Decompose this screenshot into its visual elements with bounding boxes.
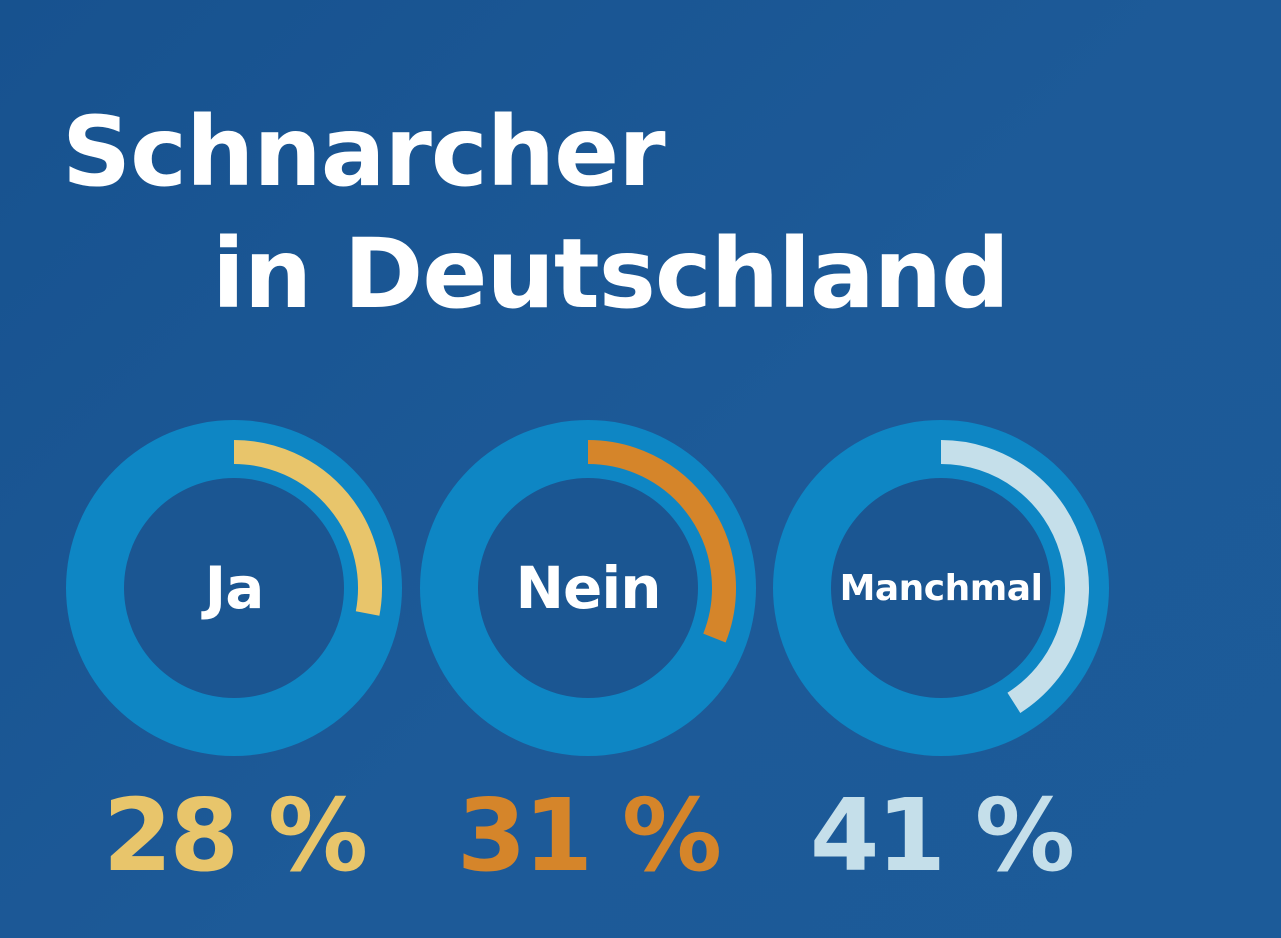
chart-title-line-2: in Deutschland bbox=[212, 218, 1010, 330]
donut-nein-svg bbox=[420, 420, 756, 756]
donut-ja: Ja bbox=[66, 420, 402, 756]
donut-manchmal-label: Manchmal bbox=[839, 567, 1043, 609]
donut-nein-arc bbox=[587, 440, 736, 643]
donut-ja-label: Ja bbox=[204, 554, 265, 622]
donut-nein-label: Nein bbox=[515, 554, 661, 622]
donut-ja-inner-disc bbox=[124, 478, 344, 698]
donut-nein-inner-disc bbox=[478, 478, 698, 698]
donut-manchmal-inner-disc bbox=[831, 478, 1051, 698]
percent-nein-label: 31 % bbox=[456, 777, 722, 894]
donut-ja-arc bbox=[233, 440, 382, 616]
donut-manchmal-arc bbox=[940, 440, 1089, 713]
percent-ja-label: 28 % bbox=[102, 777, 368, 894]
donut-manchmal: Manchmal bbox=[773, 420, 1109, 756]
chart-title-line-1: Schnarcher bbox=[62, 96, 666, 208]
percent-manchmal-label: 41 % bbox=[809, 777, 1075, 894]
donut-ja-svg bbox=[66, 420, 402, 756]
donut-manchmal-svg bbox=[773, 420, 1109, 756]
donut-nein: Nein bbox=[420, 420, 756, 756]
